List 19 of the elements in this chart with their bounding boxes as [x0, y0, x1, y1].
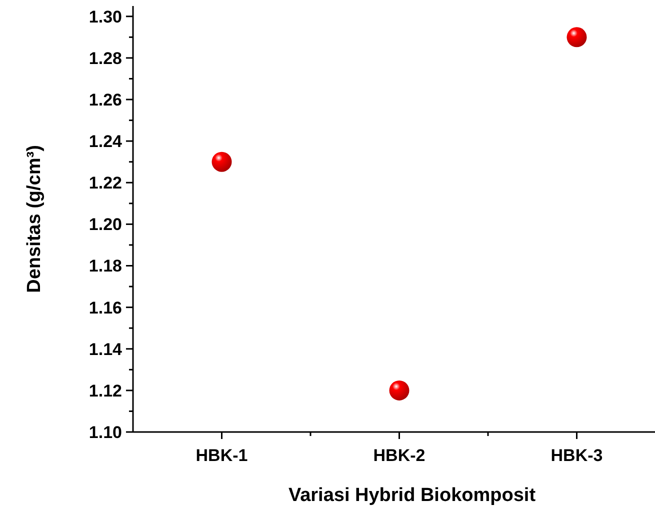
y-tick-label: 1.16: [88, 298, 122, 318]
x-tick-label: HBK-1: [196, 446, 248, 465]
x-tick-label: HBK-3: [550, 446, 603, 465]
y-tick-label: 1.30: [88, 7, 122, 26]
x-axis-title: Variasi Hybrid Biokomposit: [288, 485, 536, 506]
point: [566, 27, 587, 48]
y-tick-label: 1.18: [88, 256, 122, 276]
point: [389, 380, 410, 400]
y-tick-label: 1.26: [88, 90, 122, 110]
x-tick-label: HBK-2: [373, 446, 426, 465]
point: [212, 152, 232, 172]
y-tick-label: 1.22: [88, 174, 122, 193]
y-axis-title: Densitas (g/cm³): [24, 145, 45, 293]
y-tick-label: 1.24: [88, 132, 123, 152]
y-tick-label: 1.14: [88, 340, 123, 359]
y-tick-label: 1.20: [88, 215, 122, 234]
y-tick-label: 1.28: [88, 48, 122, 68]
y-tick-label: 1.10: [88, 422, 122, 442]
y-tick-label: 1.12: [88, 381, 122, 400]
